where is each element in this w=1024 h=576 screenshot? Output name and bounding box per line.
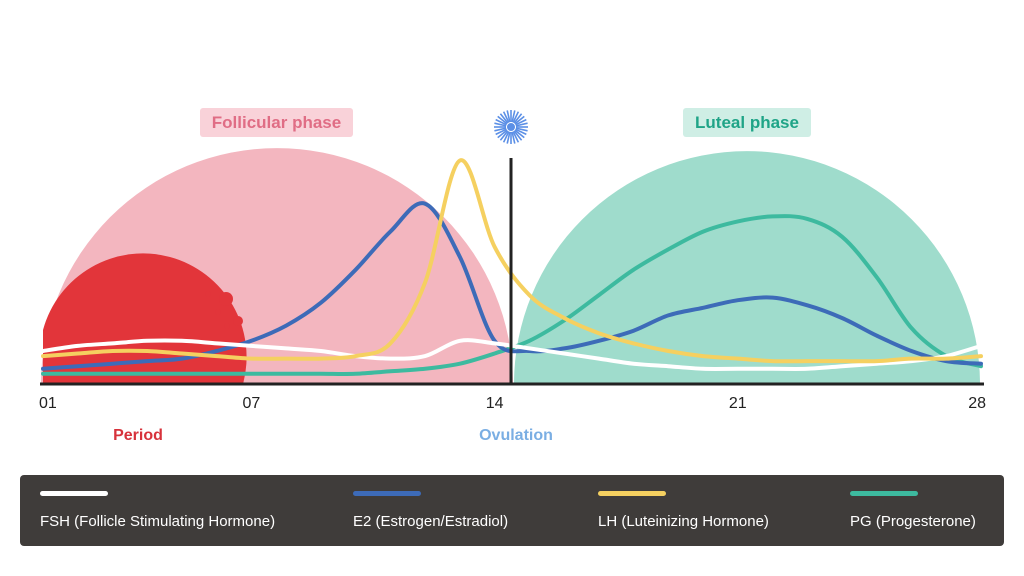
luteal-phase-label: Luteal phase	[695, 113, 799, 132]
x-tick-label: 28	[968, 395, 986, 412]
x-tick-label: 01	[39, 395, 57, 412]
luteal-phase-badge-bg	[683, 108, 811, 137]
legend-swatch	[353, 491, 421, 496]
legend-label: E2 (Estrogen/Estradiol)	[353, 513, 509, 530]
sun-ray	[512, 131, 520, 143]
legend-swatch	[850, 491, 918, 496]
legend-label: LH (Luteinizing Hormone)	[598, 513, 769, 530]
follicular-phase-badge-bg	[200, 108, 353, 137]
follicular-phase-label: Follicular phase	[212, 113, 341, 132]
series-line-3	[41, 158, 983, 364]
period-droplet	[205, 291, 211, 297]
period-droplet	[224, 323, 230, 329]
sun-ray	[502, 111, 510, 123]
sun-ray	[513, 113, 523, 124]
sun-ray	[514, 129, 525, 139]
sun-ray	[515, 118, 527, 126]
sun-ray	[497, 115, 508, 125]
follicular-phase-badge: Follicular phase	[200, 108, 353, 137]
sun-ray	[515, 122, 528, 127]
legend: FSH (Follicle Stimulating Hormone) E2 (Es…	[20, 475, 1004, 546]
legend-label: PG (Progesterone)	[850, 513, 976, 530]
sun-ray	[499, 130, 509, 141]
period-droplets	[205, 291, 243, 329]
sun-core	[507, 123, 515, 131]
sun-ray	[495, 118, 507, 126]
sun-ray	[511, 110, 516, 123]
x-tick-label: 07	[243, 395, 261, 412]
luteal-phase-area	[514, 151, 980, 384]
sun-ray	[506, 131, 511, 144]
legend-swatch	[598, 491, 666, 496]
sun-ray	[512, 111, 520, 123]
luteal-phase-badge: Luteal phase	[683, 108, 811, 137]
period-droplet	[215, 309, 221, 315]
sun-ray	[497, 129, 508, 139]
sun-ray	[515, 127, 528, 132]
ovulation-label: Ovulation	[479, 427, 553, 444]
sun-ray	[495, 128, 507, 136]
period-label: Period	[113, 427, 163, 444]
period-droplet	[233, 316, 243, 326]
hormone-cycle-chart: Follicular phase Luteal phase 01 07 14 21 28…	[39, 108, 986, 444]
x-tick-label: 21	[729, 395, 747, 412]
sun-ray	[511, 131, 516, 144]
legend-swatch	[40, 491, 108, 496]
sun-ray	[502, 131, 510, 143]
x-axis-ticks: 01 07 14 21 28	[39, 395, 986, 412]
sun-ray	[515, 128, 527, 136]
sun-ray	[506, 110, 511, 123]
sun-ray	[494, 127, 507, 132]
ovulation-sun-icon	[494, 110, 528, 144]
sun-ray	[513, 130, 523, 141]
x-tick-label: 14	[486, 395, 504, 412]
sun-ray	[494, 122, 507, 127]
period-droplet	[219, 292, 233, 306]
legend-label: FSH (Follicle Stimulating Hormone)	[40, 513, 276, 530]
sun-ray	[514, 115, 525, 125]
sun-ray	[499, 113, 509, 124]
